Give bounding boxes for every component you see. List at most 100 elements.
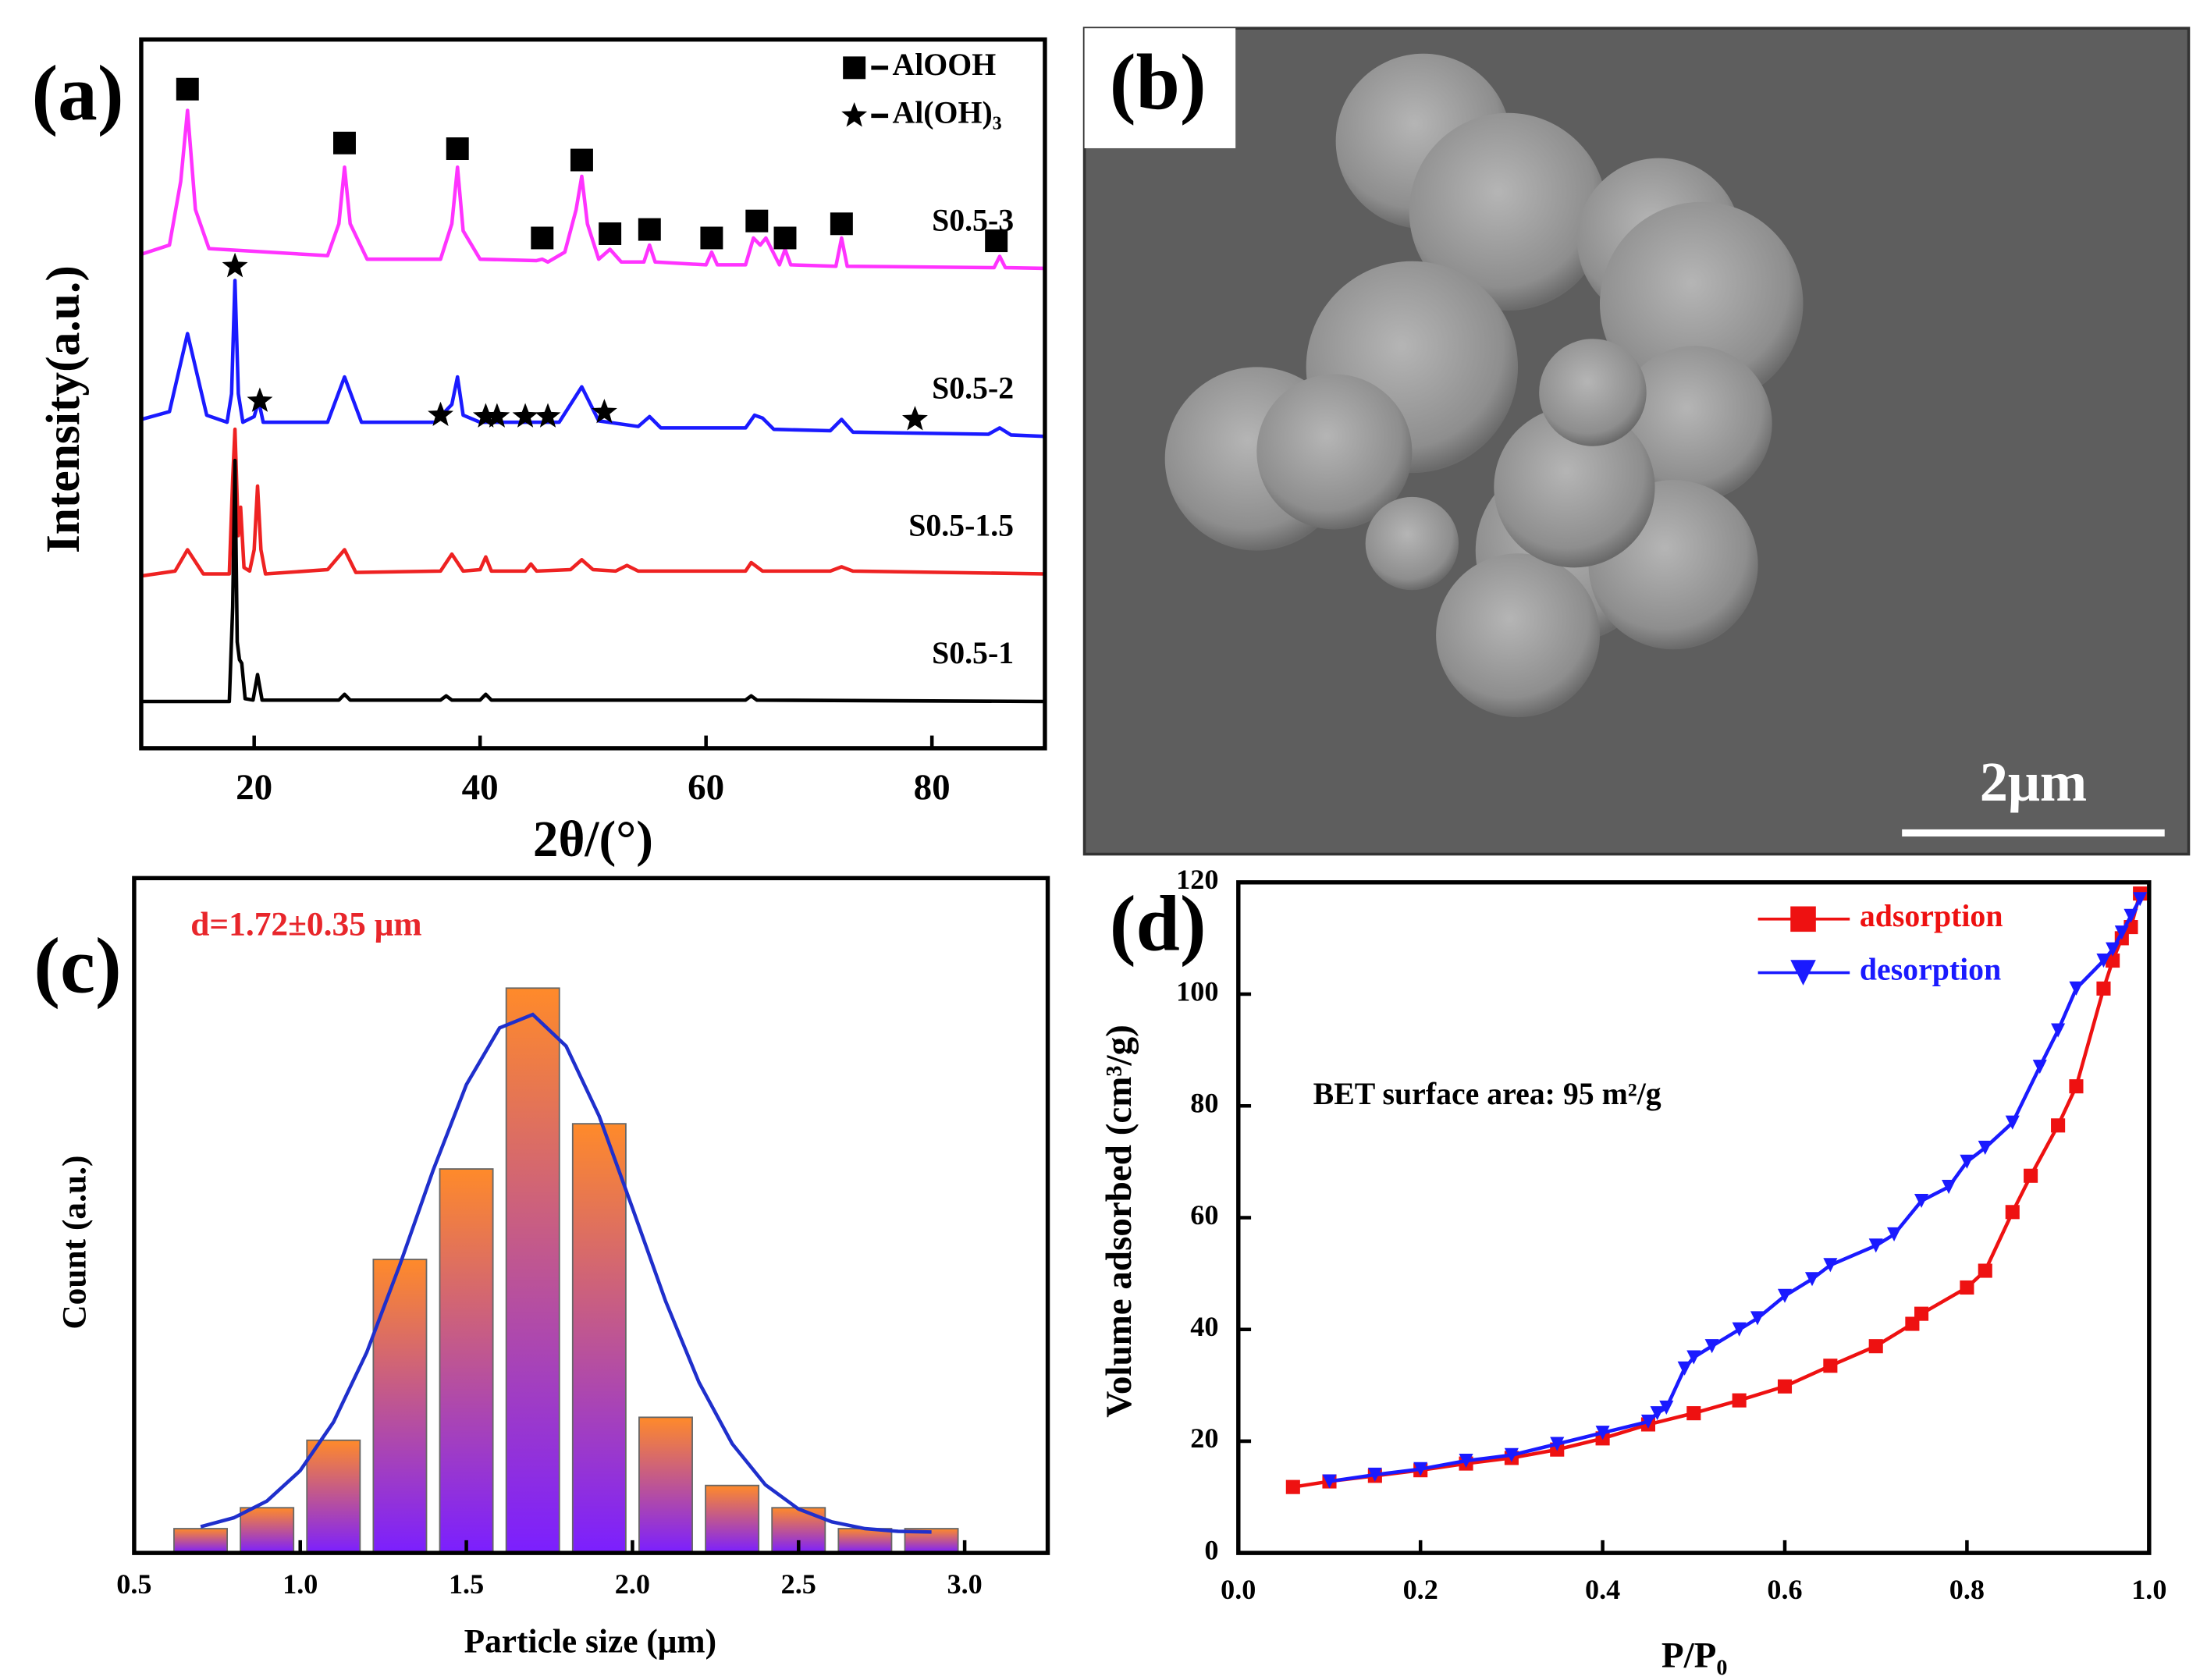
panel-label: (c)	[34, 922, 121, 1010]
legend-label: desorption	[1860, 953, 2001, 987]
bar	[306, 1439, 361, 1554]
data-point	[1459, 1453, 1473, 1469]
x-tick-label: 1.5	[449, 1568, 484, 1600]
bar	[638, 1416, 693, 1554]
data-point	[1686, 1406, 1701, 1421]
data-point	[1978, 1140, 1992, 1155]
x-tick-label: 1.0	[283, 1568, 318, 1600]
x-axis-label: Particle size (μm)	[464, 1623, 716, 1660]
panel-label: (a)	[31, 50, 123, 137]
data-point	[2096, 981, 2111, 996]
series-line	[140, 279, 1046, 439]
peak-marker	[570, 148, 593, 172]
panel-label: (d)	[1110, 879, 1207, 967]
panel-label: (b)	[1110, 38, 1207, 126]
y-tick-label: 80	[1190, 1088, 1218, 1119]
data-point	[1322, 1474, 1337, 1489]
peak-marker	[830, 212, 853, 236]
data-point	[1413, 1462, 1428, 1476]
data-point	[2106, 942, 2120, 957]
data-point	[1868, 1339, 1883, 1354]
peak-marker	[773, 226, 797, 250]
y-axis-label: Volume adsorbed (cm³/g)	[1099, 1025, 1139, 1418]
data-point	[1914, 1193, 1929, 1209]
data-point	[2069, 981, 2084, 996]
x-tick-label: 20	[236, 767, 272, 808]
data-point	[2032, 1060, 2047, 1074]
data-point	[2051, 1118, 2066, 1133]
x-tick-label: 60	[688, 767, 724, 808]
legend-symbol	[1790, 960, 1816, 986]
x-tick-label: 0.8	[1949, 1574, 1985, 1605]
data-point	[1804, 1272, 1820, 1287]
peak-marker	[985, 229, 1008, 253]
data-point	[1868, 1238, 1883, 1253]
legend-label: Al(OH)₃	[893, 95, 1002, 130]
y-tick-label: 20	[1190, 1422, 1218, 1454]
peak-marker	[176, 77, 199, 101]
data-point	[1960, 1154, 1974, 1169]
data-point	[1640, 1414, 1655, 1429]
data-point	[1887, 1227, 1902, 1242]
data-point	[1367, 1467, 1382, 1482]
data-point	[1732, 1322, 1747, 1337]
y-tick-label: 0	[1204, 1534, 1218, 1565]
peak-marker	[591, 399, 617, 424]
peak-marker	[700, 226, 723, 250]
data-point	[2005, 1205, 2020, 1220]
data-point	[1777, 1379, 1793, 1394]
data-point	[1732, 1393, 1747, 1408]
data-point	[2096, 953, 2111, 968]
x-tick-label: 0.2	[1403, 1574, 1438, 1605]
legend-symbol	[1790, 906, 1816, 932]
bar	[837, 1528, 893, 1554]
particles	[1164, 53, 1804, 718]
data-point	[2114, 925, 2129, 940]
data-point	[1550, 1437, 1565, 1451]
data-point	[2051, 1023, 2066, 1038]
plot-frame	[132, 876, 1050, 1555]
series-line	[140, 108, 1045, 271]
peak-marker	[512, 403, 538, 428]
y-tick-label: 40	[1190, 1311, 1218, 1342]
peak-marker	[901, 406, 928, 431]
data-point	[1978, 1263, 1992, 1278]
data-point	[1914, 1306, 1929, 1321]
peak-marker	[745, 209, 769, 233]
x-tick-label: 0.0	[1221, 1574, 1256, 1605]
series-label: S0.5-2	[932, 371, 1014, 406]
y-tick-label: 100	[1176, 975, 1218, 1007]
data-point	[2123, 908, 2138, 923]
series-label: S0.5-1.5	[908, 509, 1014, 543]
series-line	[140, 458, 1045, 704]
legend-label: adsorption	[1860, 899, 2003, 933]
x-tick-label: 0.5	[116, 1568, 151, 1600]
data-point	[1942, 1180, 1956, 1195]
data-point	[1960, 1280, 1974, 1295]
data-point	[1686, 1350, 1701, 1365]
data-point	[1659, 1400, 1674, 1415]
x-axis-label: 2θ/(°)	[533, 812, 653, 868]
plot-frame	[139, 37, 1047, 751]
bar	[705, 1484, 760, 1554]
peak-marker	[472, 403, 499, 428]
data-point	[2106, 953, 2120, 968]
data-point	[2024, 1168, 2038, 1183]
series-label: S0.5-1	[932, 636, 1014, 670]
data-point	[2005, 1115, 2020, 1130]
peak-marker	[484, 403, 510, 428]
data-point	[1704, 1339, 1719, 1354]
data-point	[1823, 1359, 1838, 1373]
bar	[571, 1123, 627, 1554]
series-line	[1292, 893, 2142, 1489]
data-point	[2069, 1079, 2084, 1094]
bar	[372, 1259, 428, 1554]
bar	[505, 987, 560, 1554]
data-point	[1504, 1447, 1519, 1462]
peak-marker	[446, 137, 469, 161]
annotation: BET surface area: 95 m²/g	[1313, 1077, 1661, 1111]
annotation: d=1.72±0.35 μm	[190, 906, 421, 943]
y-tick-label: 120	[1176, 864, 1218, 895]
data-point	[1823, 1258, 1838, 1273]
